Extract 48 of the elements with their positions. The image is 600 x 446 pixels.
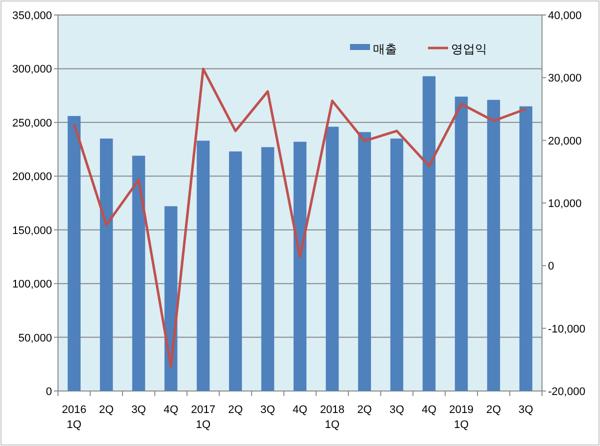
y2-tick-label: 40,000 — [548, 10, 582, 22]
bar — [358, 132, 371, 391]
y-tick-label: 350,000 — [12, 10, 52, 22]
y-tick-label: 150,000 — [12, 224, 52, 237]
x-tick-label: 2019 1Q — [449, 404, 474, 431]
x-tick-label: 3Q — [389, 404, 405, 416]
bar — [261, 147, 274, 391]
y2-tick-label: -20,000 — [548, 386, 586, 398]
bar — [294, 142, 306, 391]
x-tick-label: 4Q — [164, 404, 179, 416]
x-tick-label: 2Q — [228, 404, 244, 416]
x-tick-label: 2017 1Q — [190, 404, 216, 431]
legend-label: 영업익 — [451, 42, 487, 56]
x-tick-label: 4Q — [292, 404, 308, 416]
y-tick-label: 50,000 — [18, 332, 52, 344]
legend-label: 매출 — [373, 42, 397, 56]
bar — [196, 140, 210, 391]
bar — [390, 138, 404, 391]
y-tick-label: 200,000 — [12, 171, 52, 184]
y2-tick-label: 30,000 — [548, 72, 582, 85]
bar — [164, 206, 178, 391]
y2-tick-label: -10,000 — [548, 323, 586, 336]
x-tick-label: 3Q — [260, 404, 276, 416]
x-tick-label: 2Q — [486, 404, 502, 416]
bar — [487, 100, 500, 391]
y-tick-label: 0 — [46, 386, 52, 398]
bar — [100, 138, 113, 391]
bar — [132, 156, 146, 391]
y-tick-label: 250,000 — [12, 117, 52, 130]
x-tick-label: 2Q — [99, 404, 114, 416]
y2-tick-label: 20,000 — [548, 135, 582, 148]
bar — [422, 76, 436, 391]
y2-tick-label: 0 — [548, 260, 554, 273]
bar — [519, 106, 532, 391]
x-tick-label: 3Q — [131, 404, 146, 416]
bar — [229, 151, 242, 391]
bar — [68, 116, 81, 391]
bar — [454, 96, 468, 391]
x-tick-label: 4Q — [422, 404, 437, 416]
bar — [326, 126, 339, 391]
x-tick-label: 2Q — [357, 404, 372, 416]
x-tick-label: 2018 1Q — [320, 404, 345, 431]
y-tick-label: 300,000 — [12, 64, 52, 76]
x-tick-label: 2016 1Q — [62, 404, 86, 431]
y2-tick-label: 10,000 — [548, 198, 582, 210]
y-tick-label: 100,000 — [12, 278, 52, 291]
x-tick-label: 3Q — [518, 404, 534, 416]
line-series — [72, 68, 528, 368]
